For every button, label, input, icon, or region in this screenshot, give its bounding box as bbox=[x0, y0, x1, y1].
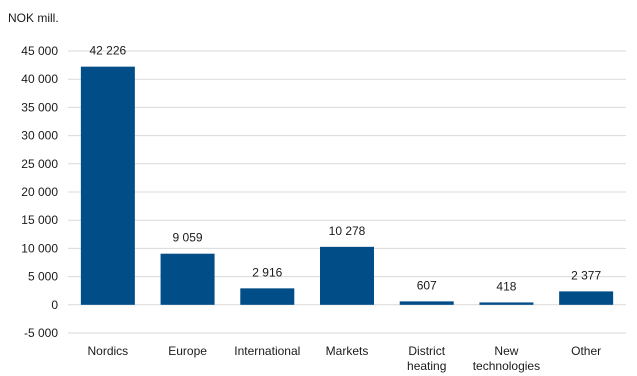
bar bbox=[160, 253, 215, 305]
category-label: Europe bbox=[168, 344, 207, 358]
y-tick-label: 10 000 bbox=[21, 241, 58, 255]
category-label: District heating bbox=[407, 344, 446, 373]
data-label: 2 377 bbox=[571, 268, 601, 282]
category-label: Nordics bbox=[88, 344, 129, 358]
data-label: 2 916 bbox=[252, 265, 282, 279]
data-label: 607 bbox=[417, 278, 437, 292]
bar bbox=[240, 288, 295, 305]
bar bbox=[320, 246, 374, 305]
y-tick-label: 35 000 bbox=[21, 100, 58, 114]
bars bbox=[80, 66, 614, 305]
x-axis-category-labels: Nordics Europe International Markets Distric… bbox=[88, 344, 602, 373]
y-tick-label: 20 000 bbox=[21, 185, 58, 199]
category-label: New technologies bbox=[473, 344, 540, 373]
y-tick-label: 15 000 bbox=[21, 213, 58, 227]
y-tick-label: 5 000 bbox=[28, 270, 58, 284]
y-axis-tick-labels: -5 000 0 5 000 10 000 15 000 20 000 25 000 30 0… bbox=[21, 44, 58, 340]
y-tick-label: 40 000 bbox=[21, 72, 58, 86]
bar bbox=[559, 291, 614, 305]
bar bbox=[80, 66, 135, 305]
y-tick-label: 45 000 bbox=[21, 44, 58, 58]
y-tick-label: 30 000 bbox=[21, 129, 58, 143]
category-label: Markets bbox=[326, 344, 369, 358]
bar bbox=[479, 302, 534, 305]
y-axis-unit-label: NOK mill. bbox=[8, 11, 59, 25]
data-labels: 42 226 9 059 2 916 10 278 607 418 2 377 bbox=[90, 44, 602, 294]
category-label: International bbox=[234, 344, 300, 358]
data-label: 10 278 bbox=[329, 224, 366, 238]
data-label: 42 226 bbox=[90, 44, 127, 58]
category-label: Other bbox=[571, 344, 601, 358]
data-label: 418 bbox=[496, 279, 516, 293]
data-label: 9 059 bbox=[173, 231, 203, 245]
y-tick-label: 25 000 bbox=[21, 157, 58, 171]
y-tick-label: 0 bbox=[51, 298, 58, 312]
bar bbox=[399, 301, 454, 305]
y-tick-label: -5 000 bbox=[24, 326, 58, 340]
